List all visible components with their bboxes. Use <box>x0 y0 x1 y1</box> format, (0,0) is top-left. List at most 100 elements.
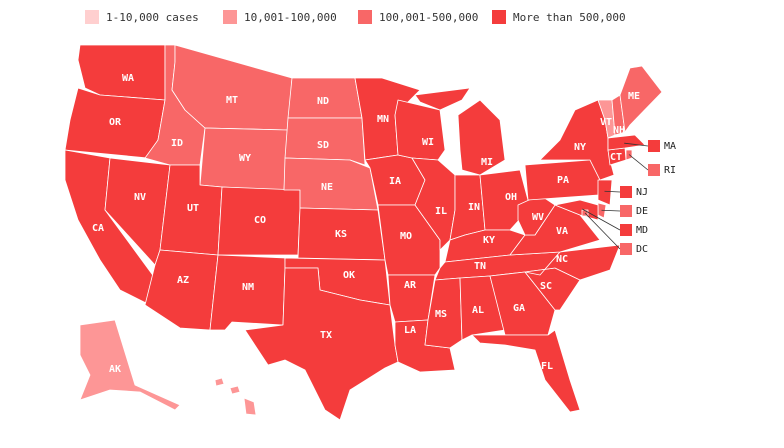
state-label: SC <box>540 281 552 292</box>
state-shape <box>214 377 225 387</box>
state-group <box>619 65 663 133</box>
callout-line <box>604 190 621 193</box>
state-label: WY <box>239 153 251 164</box>
state-shape <box>524 244 621 281</box>
state-group <box>471 329 581 413</box>
legend-swatch <box>358 10 372 24</box>
state-label: KS <box>335 229 347 240</box>
state-label: CT <box>610 152 622 163</box>
callout-swatch <box>620 224 632 236</box>
state-label: NV <box>134 192 146 203</box>
state-label: CO <box>254 215 266 226</box>
state-group <box>411 157 456 251</box>
state-label: MN <box>377 114 389 125</box>
state-shape <box>457 99 506 176</box>
callout-line <box>582 208 621 231</box>
callout-label: MA <box>664 141 676 152</box>
state-label: OK <box>343 270 355 281</box>
state-group <box>284 117 366 166</box>
state-group <box>214 377 257 416</box>
legend-label: 1-10,000 cases <box>106 11 199 24</box>
state-group <box>144 249 219 331</box>
state-shape <box>489 271 556 336</box>
state-label: AR <box>404 280 417 291</box>
legend-swatch <box>85 10 99 24</box>
callout-swatch <box>620 205 632 217</box>
callout-line <box>601 209 621 212</box>
state-label: AL <box>472 305 484 316</box>
state-shape <box>471 329 581 413</box>
callout-swatch <box>648 140 660 152</box>
state-label: CA <box>92 223 104 234</box>
state-group <box>244 267 399 421</box>
state-label: TN <box>474 261 486 272</box>
state-label: NY <box>574 142 586 153</box>
state-label: WA <box>122 73 134 84</box>
state-shape <box>619 65 663 133</box>
state-shape <box>411 157 456 251</box>
callout-swatch <box>648 164 660 176</box>
state-shape <box>414 87 471 111</box>
legend-label: 100,001-500,000 <box>379 11 478 24</box>
state-shape <box>144 249 219 331</box>
state-group <box>414 87 506 176</box>
state-shape <box>284 117 366 166</box>
state-shape <box>607 134 646 151</box>
callout-swatch <box>620 186 632 198</box>
state-label: SD <box>317 140 329 151</box>
callout-line <box>584 212 621 250</box>
legend-label: 10,001-100,000 <box>244 11 337 24</box>
state-label: VT <box>600 117 612 128</box>
state-label: ME <box>628 91 640 102</box>
state-label: ND <box>317 96 329 107</box>
state-label: MI <box>481 157 493 168</box>
state-group <box>597 99 616 139</box>
state-label: GA <box>513 303 525 314</box>
legend-label: More than 500,000 <box>513 11 626 24</box>
state-label: KY <box>483 235 495 246</box>
state-label: WI <box>422 137 434 148</box>
state-label: IA <box>389 176 401 187</box>
state-label: NH <box>613 125 625 136</box>
state-shape <box>244 267 399 421</box>
state-label: NM <box>242 282 254 293</box>
callout-label: RI <box>664 165 676 176</box>
state-group <box>489 271 556 336</box>
callout-label: NJ <box>636 187 648 198</box>
state-label: MT <box>226 95 238 106</box>
state-shape <box>79 319 181 411</box>
state-label: FL <box>541 361 553 372</box>
state-label: NC <box>556 254 568 265</box>
state-label: AZ <box>177 275 189 286</box>
callout-swatch <box>620 243 632 255</box>
state-label: ID <box>171 138 183 149</box>
callout-line <box>628 154 649 171</box>
state-label: WV <box>532 212 544 223</box>
callout-label: DE <box>636 206 648 217</box>
state-label: TX <box>320 330 332 341</box>
state-label: MO <box>400 231 412 242</box>
state-group <box>597 179 613 206</box>
state-group <box>79 319 181 411</box>
state-shape <box>597 99 616 139</box>
state-label: UT <box>187 203 199 214</box>
state-group <box>607 134 646 151</box>
state-group <box>524 244 621 281</box>
state-label: MS <box>435 309 447 320</box>
legend-swatch <box>492 10 506 24</box>
state-label: NE <box>321 182 333 193</box>
state-label: AK <box>109 364 121 375</box>
callout-line <box>624 142 649 147</box>
callout-label: DC <box>636 244 648 255</box>
state-shape <box>243 397 257 416</box>
state-shape <box>597 179 613 206</box>
state-label: OR <box>109 117 122 128</box>
state-label: VA <box>556 226 568 237</box>
legend-swatch <box>223 10 237 24</box>
state-shape <box>229 385 241 395</box>
state-label: IN <box>468 202 480 213</box>
state-label: PA <box>557 175 569 186</box>
state-label: IL <box>435 206 447 217</box>
